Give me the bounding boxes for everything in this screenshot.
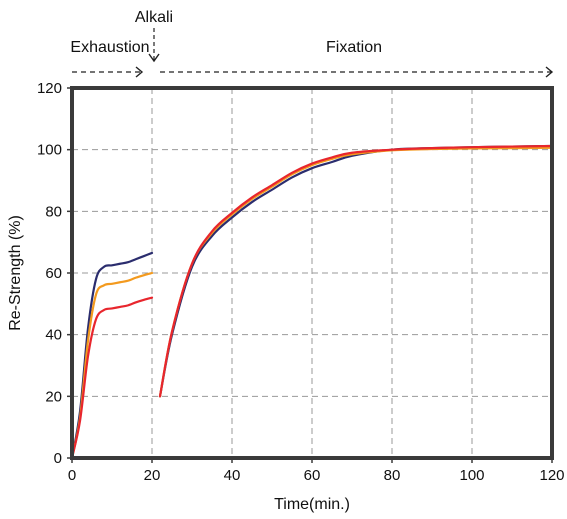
- x-axis-label: Time(min.): [274, 496, 350, 513]
- x-tick-label: 0: [68, 467, 76, 484]
- series-1-segment-2: [158, 144, 554, 398]
- series-3-segment-1: [70, 296, 154, 460]
- alkali-label: Alkali: [135, 9, 173, 26]
- exhaustion-arrow-head: [135, 66, 144, 78]
- series-2-segment-1: [70, 271, 154, 460]
- y-tick-label: 120: [37, 80, 62, 97]
- fixation-arrow-head: [545, 66, 554, 78]
- y-tick-label: 0: [54, 450, 62, 467]
- fixation-label: Fixation: [326, 39, 382, 56]
- series-lines: [70, 144, 554, 460]
- x-tick-label: 40: [224, 467, 241, 484]
- alkali-arrow-head: [148, 53, 160, 63]
- y-tick-label: 100: [37, 142, 62, 159]
- y-axis-label: Re-Strength (%): [7, 215, 24, 331]
- x-tick-label: 60: [304, 467, 321, 484]
- grid: [72, 88, 552, 458]
- x-tick-label: 20: [144, 467, 161, 484]
- series-3-segment-2: [158, 144, 554, 398]
- y-tick-label: 80: [45, 203, 62, 220]
- x-tick-label: 120: [539, 467, 564, 484]
- tick-labels: 0 20 40 60 80 100 120 0 20 40 60 80 100 120: [37, 80, 565, 484]
- y-tick-label: 20: [45, 388, 62, 405]
- y-tick-label: 60: [45, 265, 62, 282]
- exhaustion-label: Exhaustion: [70, 39, 149, 56]
- y-tick-label: 40: [45, 327, 62, 344]
- series-2-segment-2: [158, 146, 554, 398]
- x-tick-label: 80: [384, 467, 401, 484]
- annotations: Alkali Exhaustion Fixation: [70, 9, 554, 78]
- x-tick-label: 100: [459, 467, 484, 484]
